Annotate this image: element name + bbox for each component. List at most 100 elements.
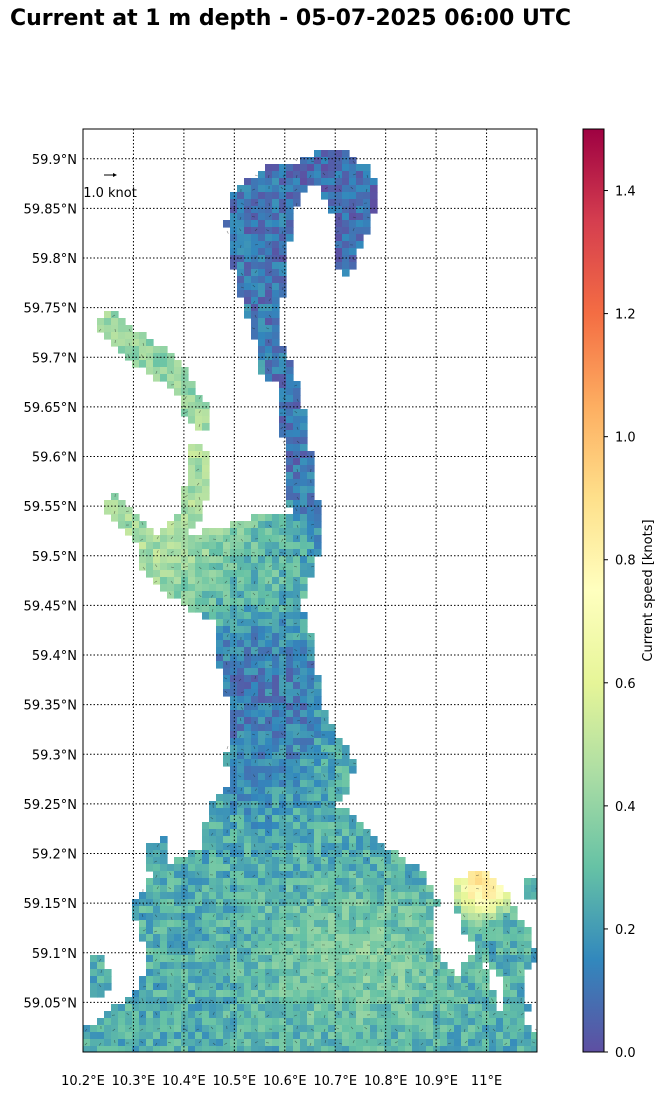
speed-cell	[272, 164, 280, 172]
speed-cell	[419, 920, 427, 928]
speed-cell	[265, 913, 273, 921]
speed-cell	[279, 892, 287, 900]
speed-cell	[342, 220, 350, 228]
speed-cell	[328, 794, 336, 802]
speed-cell	[237, 752, 245, 760]
speed-cell	[363, 213, 371, 221]
speed-cell	[181, 1025, 189, 1033]
vector-arrow	[268, 664, 272, 667]
speed-cell	[125, 325, 133, 333]
speed-cell	[300, 451, 308, 459]
vector-arrow	[336, 888, 340, 890]
vector-arrow	[296, 986, 299, 990]
speed-cell	[251, 199, 259, 207]
speed-cell	[251, 297, 259, 305]
vector-arrow	[282, 706, 285, 710]
speed-cell	[454, 1004, 462, 1012]
speed-cell	[524, 1046, 532, 1052]
speed-cell	[426, 955, 434, 963]
speed-cell	[349, 822, 357, 830]
speed-cell	[244, 269, 252, 277]
speed-cell	[482, 906, 490, 914]
speed-cell	[272, 780, 280, 788]
speed-cell	[496, 962, 504, 970]
speed-cell	[349, 969, 357, 977]
speed-cell	[377, 955, 385, 963]
speed-cell	[188, 472, 196, 480]
speed-cell	[335, 178, 343, 186]
speed-cell	[251, 626, 259, 634]
vector-arrow	[366, 930, 369, 934]
speed-cell	[286, 864, 294, 872]
speed-cell	[153, 367, 161, 375]
speed-cell	[118, 1004, 126, 1012]
speed-cell	[314, 157, 322, 165]
speed-cell	[195, 402, 203, 410]
speed-cell	[258, 703, 266, 711]
speed-cell	[188, 465, 196, 473]
speed-cell	[167, 521, 175, 529]
speed-cell	[286, 969, 294, 977]
vector-arrow	[492, 1028, 496, 1032]
speed-cell	[384, 1046, 392, 1052]
speed-cell	[279, 801, 287, 809]
speed-cell	[300, 675, 308, 683]
speed-cell	[251, 1018, 259, 1026]
speed-cell	[230, 801, 238, 809]
speed-cell	[307, 948, 315, 956]
speed-cell	[244, 927, 252, 935]
speed-cell	[202, 997, 210, 1005]
speed-cell	[188, 927, 196, 935]
speed-cell	[272, 612, 280, 620]
y-tick-label: 59.45°N	[24, 599, 77, 614]
vector-arrow	[254, 1041, 258, 1044]
speed-cell	[356, 199, 364, 207]
speed-cell	[216, 1004, 224, 1012]
vector-arrow	[84, 1028, 88, 1032]
speed-cell	[279, 647, 287, 655]
vector-arrow	[338, 1042, 342, 1045]
speed-cell	[419, 1018, 427, 1026]
speed-cell	[279, 920, 287, 928]
speed-cell	[356, 885, 364, 893]
speed-cell	[489, 962, 497, 970]
speed-cell	[398, 941, 406, 949]
speed-cell	[202, 612, 210, 620]
speed-cell	[265, 318, 273, 326]
speed-cell	[405, 976, 413, 984]
speed-cell	[342, 913, 350, 921]
vector-arrow	[323, 816, 326, 820]
speed-cell	[265, 962, 273, 970]
speed-cell	[181, 486, 189, 494]
speed-cell	[125, 339, 133, 347]
speed-cell	[279, 234, 287, 242]
speed-cell	[482, 1004, 490, 1012]
speed-cell	[258, 766, 266, 774]
speed-cell	[216, 549, 224, 557]
speed-cell	[265, 766, 273, 774]
vector-arrow	[338, 944, 341, 948]
vector-arrow	[463, 1028, 466, 1032]
speed-cell	[265, 563, 273, 571]
speed-cell	[209, 934, 217, 942]
speed-cell	[216, 647, 224, 655]
x-tick-label: 10.9°E	[414, 1074, 458, 1089]
speed-cell	[202, 556, 210, 564]
speed-cell	[244, 283, 252, 291]
speed-cell	[342, 969, 350, 977]
speed-cell	[405, 864, 413, 872]
speed-cell	[153, 934, 161, 942]
speed-cell	[314, 808, 322, 816]
speed-cell	[188, 906, 196, 914]
speed-cell	[258, 640, 266, 648]
speed-cell	[370, 1025, 378, 1033]
speed-cell	[321, 864, 329, 872]
speed-cell	[230, 682, 238, 690]
speed-cell	[356, 948, 364, 956]
speed-cell	[258, 206, 266, 214]
speed-cell	[482, 983, 490, 991]
speed-cell	[398, 948, 406, 956]
speed-cell	[125, 1004, 133, 1012]
speed-cell	[328, 1018, 336, 1026]
speed-cell	[342, 171, 350, 179]
